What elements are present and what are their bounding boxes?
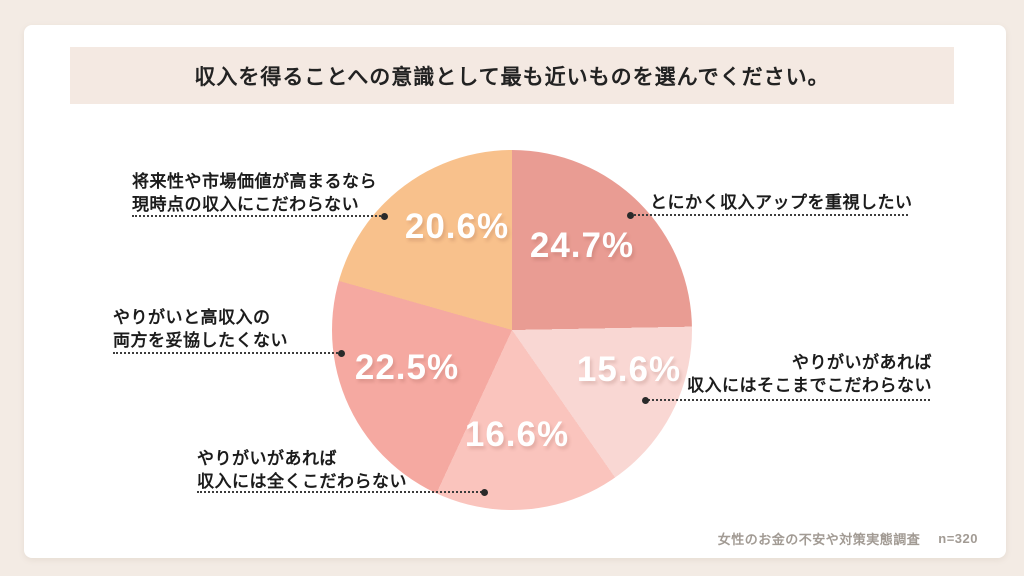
callout-text-line: やりがいがあれば xyxy=(792,353,932,372)
callout-income-up: とにかく収入アップを重視したい xyxy=(650,191,913,214)
callout-text-line: 将来性や市場価値が高まるなら xyxy=(132,172,377,191)
survey-source: 女性のお金の不安や対策実態調査 xyxy=(717,532,921,547)
leader-line-yarigai-some xyxy=(642,397,930,404)
sample-size: n=320 xyxy=(938,531,978,546)
infographic-card: 収入を得ることへの意識として最も近いものを選んでください。 24.7% 15.6… xyxy=(24,25,1006,558)
leader-line-income-up xyxy=(627,212,908,219)
question-title: 収入を得ることへの意識として最も近いものを選んでください。 xyxy=(194,65,830,89)
leader-line-yarigai-all xyxy=(197,489,488,496)
pie-value-yarigai-some: 15.6% xyxy=(576,350,682,389)
callout-text-line: とにかく収入アップを重視したい xyxy=(650,193,913,212)
leader-line-both-no-compromise xyxy=(113,350,345,357)
pie-value-income-up: 24.7% xyxy=(529,226,635,265)
callout-future-value: 将来性や市場価値が高まるなら 現時点の収入にこだわらない xyxy=(132,170,377,216)
callout-text-line: 収入にはそこまでこだわらない xyxy=(687,376,932,395)
callout-both-no-compromise: やりがいと高収入の 両方を妥協したくない xyxy=(113,306,288,352)
callout-text-line: やりがいがあれば xyxy=(197,449,337,468)
pie-chart xyxy=(332,150,692,510)
leader-dot xyxy=(338,350,345,357)
pie-value-yarigai-all: 16.6% xyxy=(464,415,570,454)
leader-dot xyxy=(481,489,488,496)
leader-dot xyxy=(381,213,388,220)
callout-text-line: 両方を妥協したくない xyxy=(113,331,288,350)
callout-yarigai-some: やりがいがあれば 収入にはそこまでこだわらない xyxy=(687,351,932,397)
question-banner: 収入を得ることへの意識として最も近いものを選んでください。 xyxy=(70,47,954,104)
leader-line-future-value xyxy=(132,213,388,220)
callout-yarigai-all: やりがいがあれば 収入には全くこだわらない xyxy=(197,447,407,493)
leader-dot xyxy=(627,212,634,219)
callout-text-line: やりがいと高収入の xyxy=(113,308,271,327)
leader-dot xyxy=(642,397,649,404)
callout-text-line: 収入には全くこだわらない xyxy=(197,472,407,491)
footer: 女性のお金の不安や対策実態調査 n=320 xyxy=(718,529,978,548)
pie-value-both-no-compromise: 22.5% xyxy=(354,348,460,387)
callout-text-line: 現時点の収入にこだわらない xyxy=(132,195,360,214)
pie-value-future-value: 20.6% xyxy=(404,207,510,246)
